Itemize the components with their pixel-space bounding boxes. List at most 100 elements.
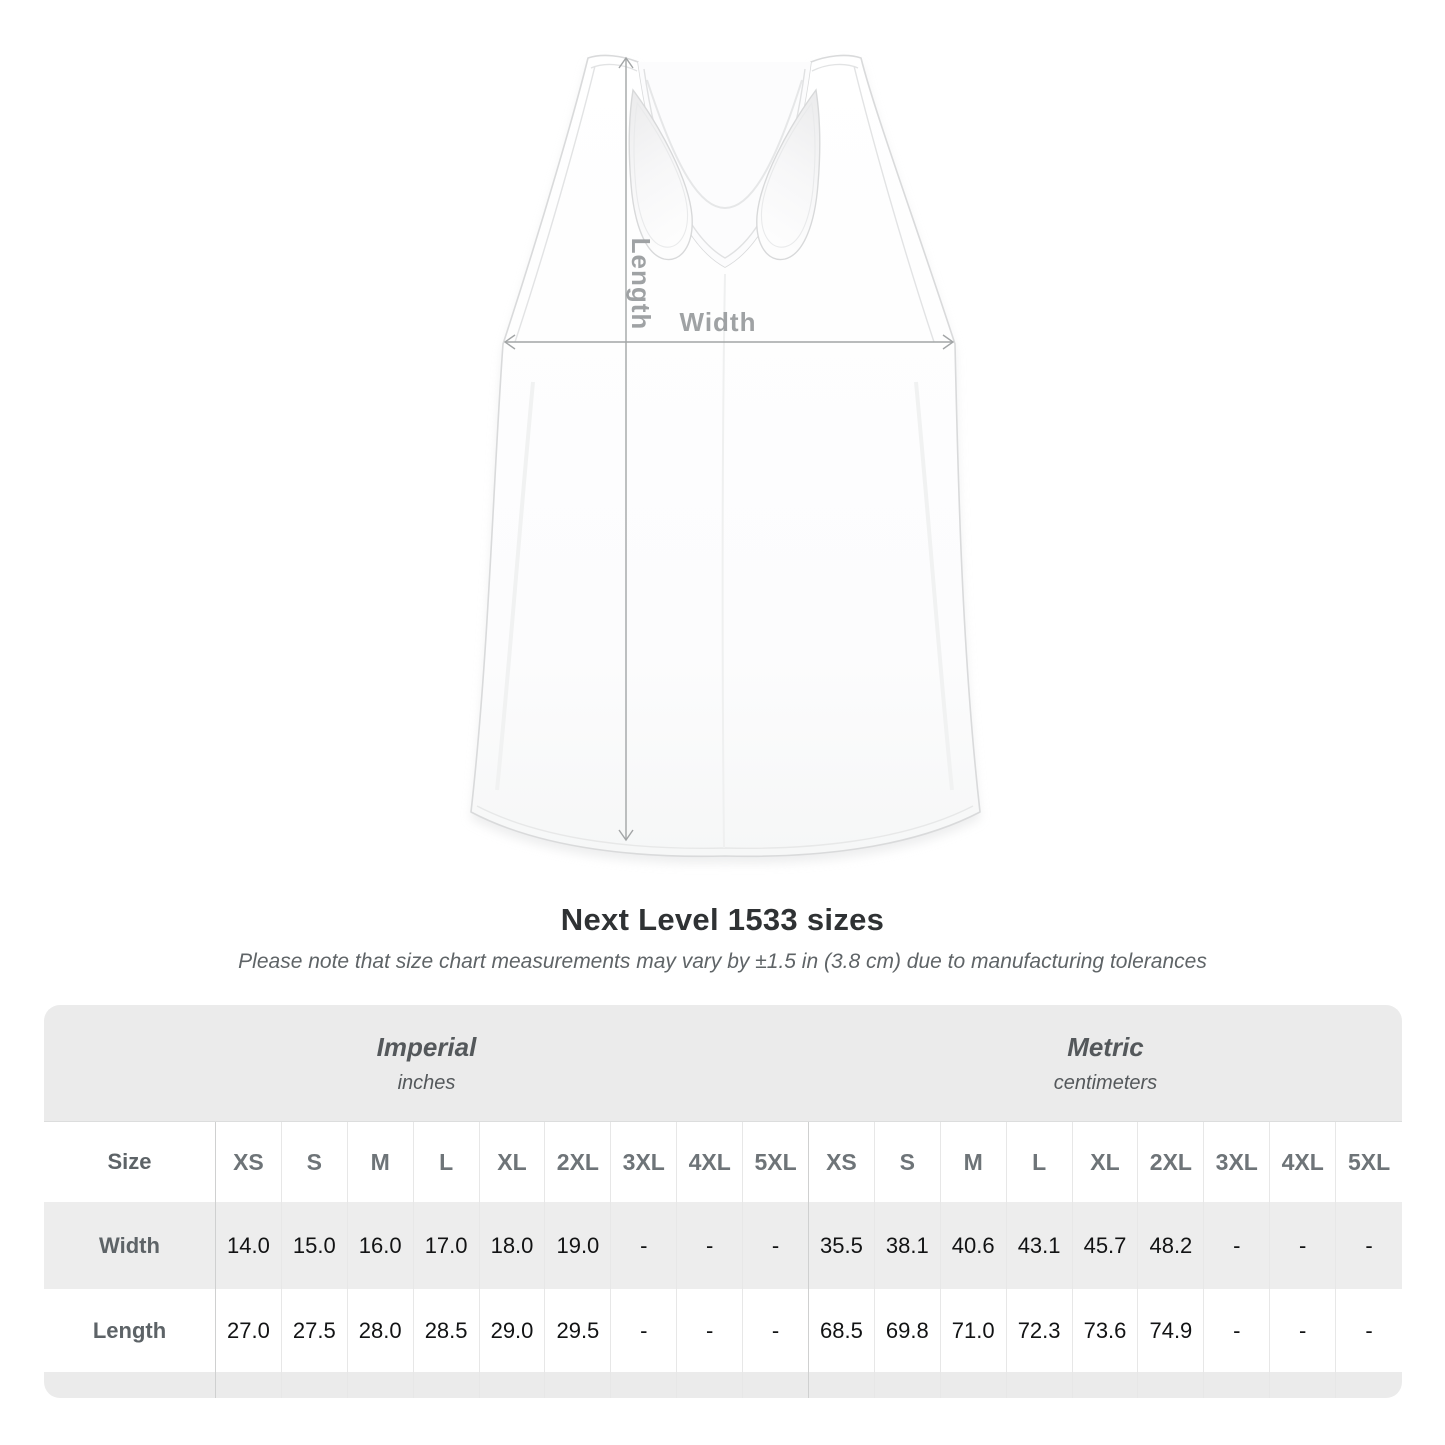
size-label-imperial-3xl: 3XL	[611, 1122, 678, 1202]
measurement-value-cell: 40.6	[940, 1202, 1007, 1289]
size-label-imperial-l: L	[413, 1122, 480, 1202]
right-strap-binding	[811, 63, 859, 72]
measurement-value-cell: -	[1204, 1202, 1271, 1289]
length-label: Length	[626, 238, 656, 331]
length-arrow	[618, 56, 634, 842]
size-label-metric-3xl: 3XL	[1204, 1122, 1271, 1202]
right-armhole-edge-binding	[853, 65, 935, 343]
center-crease	[721, 273, 726, 849]
group-label: Metric	[1067, 1031, 1144, 1062]
measurement-value-cell: -	[1336, 1202, 1402, 1289]
table-footer-strip-cell	[743, 1372, 809, 1398]
measurement-value-cell: -	[743, 1289, 809, 1372]
size-label-metric-m: M	[940, 1122, 1007, 1202]
measurement-value-cell: 29.5	[545, 1289, 612, 1372]
table-footer-strip-cell	[44, 1372, 216, 1398]
measurement-value-cell: 14.0	[216, 1202, 282, 1289]
table-footer-strip-cell	[1072, 1372, 1139, 1398]
left-strap-binding	[590, 63, 638, 72]
size-label-imperial-m: M	[347, 1122, 414, 1202]
size-label-imperial-4xl: 4XL	[677, 1122, 744, 1202]
measurement-value-cell: -	[677, 1202, 744, 1289]
size-label-imperial-xs: XS	[216, 1122, 282, 1202]
front-neckline-through-opening	[646, 79, 803, 210]
group-header-metric: Metric centimeters	[808, 1005, 1402, 1122]
group-unit: centimeters	[1053, 1071, 1158, 1094]
row-label-width: Width	[44, 1202, 216, 1289]
right-side-shading	[914, 381, 954, 791]
hem-binding	[476, 805, 974, 849]
size-label-metric-s: S	[874, 1122, 941, 1202]
table-footer-strip-cell	[808, 1372, 875, 1398]
left-side-shading	[495, 381, 535, 791]
size-label-imperial-s: S	[281, 1122, 348, 1202]
group-unit: inches	[397, 1071, 456, 1094]
measurement-value-cell: 29.0	[479, 1289, 546, 1372]
measurement-value-cell: 17.0	[413, 1202, 480, 1289]
measurement-value-cell: 19.0	[545, 1202, 612, 1289]
measurement-value-cell: 72.3	[1006, 1289, 1073, 1372]
size-table: Imperial inches Metric centimeters Size XS S M L…	[44, 1005, 1402, 1398]
size-label-imperial-2xl: 2XL	[545, 1122, 612, 1202]
size-label-imperial-xl: XL	[479, 1122, 546, 1202]
table-footer-strip-cell	[874, 1372, 941, 1398]
measurement-value-cell: 69.8	[874, 1289, 941, 1372]
measurement-value-cell: -	[1270, 1289, 1337, 1372]
page-title: Next Level 1533 sizes	[560, 902, 885, 937]
table-footer-strip-cell	[1270, 1372, 1337, 1398]
tank-top-graphic: Length Width	[470, 54, 981, 864]
measurement-value-cell: 15.0	[281, 1202, 348, 1289]
measurement-value-cell: 28.5	[413, 1289, 480, 1372]
table-footer-strip-cell	[479, 1372, 546, 1398]
group-header-imperial: Imperial inches	[44, 1005, 809, 1122]
arrowhead-down-icon	[618, 829, 634, 842]
table-footer-strip-cell	[413, 1372, 480, 1398]
tolerance-note: Please note that size chart measurements…	[238, 950, 1207, 973]
measurement-value-cell: -	[611, 1202, 678, 1289]
measurement-value-cell: 38.1	[874, 1202, 941, 1289]
size-diagram-figure: Length Width	[433, 12, 1013, 877]
measurement-value-cell: 45.7	[1072, 1202, 1139, 1289]
width-label: Width	[680, 307, 757, 337]
measurement-value-cell: 35.5	[808, 1202, 875, 1289]
table-footer-strip-cell	[677, 1372, 744, 1398]
measurement-value-cell: -	[611, 1289, 678, 1372]
table-footer-strip-cell	[281, 1372, 348, 1398]
table-footer-strip-cell	[545, 1372, 612, 1398]
table-footer-strip-cell	[1336, 1372, 1402, 1398]
size-column-header: Size	[44, 1122, 216, 1202]
measurement-value-cell: 48.2	[1138, 1202, 1205, 1289]
size-label-imperial-5xl: 5XL	[743, 1122, 809, 1202]
left-armhole-edge-binding	[514, 65, 596, 343]
size-label-metric-5xl: 5XL	[1336, 1122, 1402, 1202]
size-label-metric-l: L	[1006, 1122, 1073, 1202]
measurement-value-cell: -	[743, 1202, 809, 1289]
size-label-metric-2xl: 2XL	[1138, 1122, 1205, 1202]
measurement-value-cell: 18.0	[479, 1202, 546, 1289]
size-label-metric-xl: XL	[1072, 1122, 1139, 1202]
table-footer-strip-cell	[940, 1372, 1007, 1398]
group-label: Imperial	[376, 1031, 477, 1062]
size-label-metric-4xl: 4XL	[1270, 1122, 1337, 1202]
measurement-value-cell: 71.0	[940, 1289, 1007, 1372]
measurement-value-cell: 27.0	[216, 1289, 282, 1372]
measurement-value-cell: 27.5	[281, 1289, 348, 1372]
measurement-value-cell: 28.0	[347, 1289, 414, 1372]
table-footer-strip-cell	[347, 1372, 414, 1398]
size-label-metric-xs: XS	[808, 1122, 875, 1202]
measurement-value-cell: 74.9	[1138, 1289, 1205, 1372]
row-label-length: Length	[44, 1289, 216, 1372]
measurement-value-cell: 68.5	[808, 1289, 875, 1372]
measurement-value-cell: 16.0	[347, 1202, 414, 1289]
measurement-value-cell: -	[1204, 1289, 1271, 1372]
arrowhead-right-icon	[942, 334, 955, 350]
table-footer-strip-cell	[1006, 1372, 1073, 1398]
measurement-value-cell: -	[1336, 1289, 1402, 1372]
table-footer-strip-cell	[1138, 1372, 1205, 1398]
measurement-value-cell: 73.6	[1072, 1289, 1139, 1372]
table-footer-strip-cell	[216, 1372, 282, 1398]
arrowhead-left-icon	[503, 334, 516, 350]
width-arrow	[503, 334, 955, 350]
table-footer-strip-cell	[611, 1372, 678, 1398]
arrowhead-up-icon	[618, 56, 634, 69]
